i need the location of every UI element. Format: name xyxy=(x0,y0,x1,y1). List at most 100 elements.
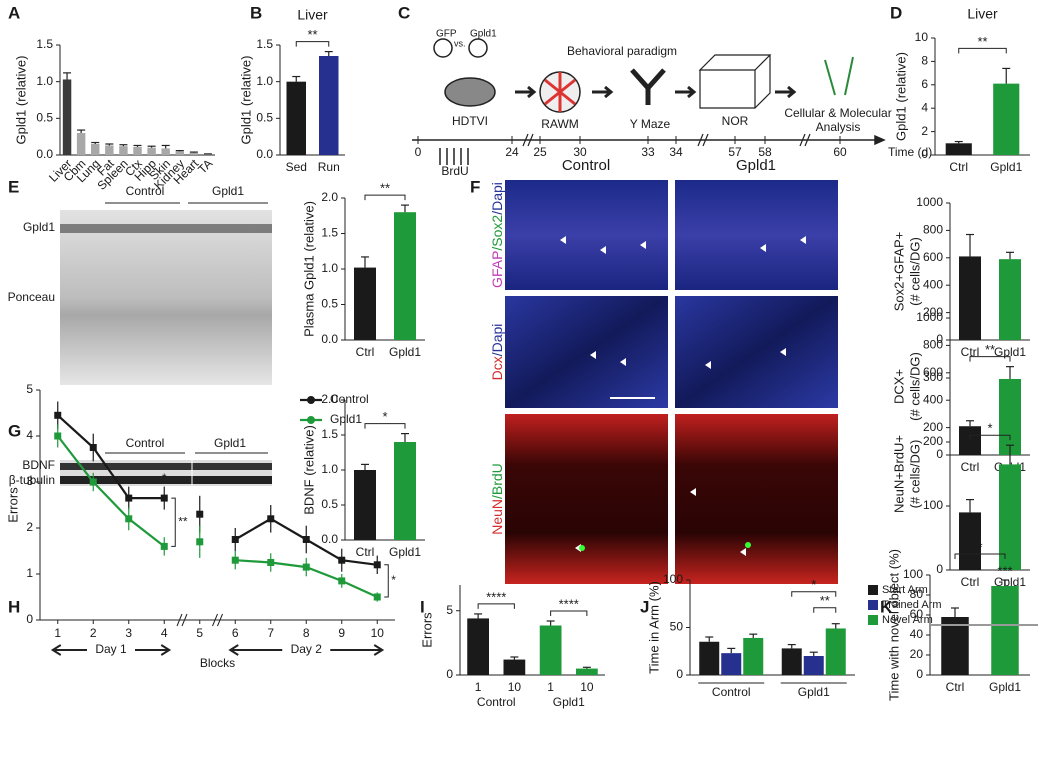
stage-label: Y Maze xyxy=(630,117,671,131)
micrograph xyxy=(675,296,838,408)
y-tick-label: 4 xyxy=(26,428,33,442)
y-tick-label: 0 xyxy=(921,147,928,161)
x-tick-label: Gpld1 xyxy=(798,685,830,699)
panel-letter: K xyxy=(880,597,893,616)
bar xyxy=(354,267,376,340)
y-tick-label: 0.5 xyxy=(36,111,53,125)
panel-letter: D xyxy=(890,3,902,22)
x-tick-label: 10 xyxy=(580,680,594,694)
y-tick-label: 40 xyxy=(910,627,924,641)
y-tick-label: 2.0 xyxy=(321,392,338,406)
row-label-part: /Dapi xyxy=(489,324,505,357)
y-tick-label: 5 xyxy=(446,603,453,617)
bar xyxy=(189,152,199,155)
chart-title: Liver xyxy=(967,6,998,22)
y-axis-label: (# cells/DG) xyxy=(907,440,922,509)
x-tick-label: Gpld1 xyxy=(994,345,1026,359)
bar xyxy=(941,617,969,675)
bar xyxy=(991,586,1019,675)
blot-g: Control Gpld1 BDNF β-tubulin xyxy=(9,436,272,487)
group-label: Control xyxy=(477,695,516,709)
y-tick-label: 200 xyxy=(923,434,943,448)
y-tick-label: 200 xyxy=(923,420,943,434)
y-tick-label: 0 xyxy=(936,562,943,576)
significance-label: * xyxy=(987,421,992,436)
y-axis-label: Gpld1 (relative) xyxy=(13,56,28,145)
point xyxy=(54,432,62,440)
y-tick-label: 0.0 xyxy=(36,147,53,161)
x-tick-label: Sed xyxy=(286,160,307,174)
y-axis-label: BDNF (relative) xyxy=(301,425,316,515)
band-label: BDNF xyxy=(22,458,55,472)
day-label-bg xyxy=(282,642,331,658)
timeline-tick-label: 33 xyxy=(641,145,655,159)
significance-bracket xyxy=(958,47,1007,54)
significance-label: ** xyxy=(985,342,995,357)
y-tick-label: 0.5 xyxy=(256,111,273,125)
y-tick-label: 100 xyxy=(663,572,683,586)
x-tick-label: Control xyxy=(712,685,751,699)
row-label-part: NeuN xyxy=(489,499,505,535)
significance-bracket xyxy=(969,434,1011,441)
y-tick-label: 4 xyxy=(921,100,928,114)
micrograph xyxy=(505,180,668,290)
significance-label: * xyxy=(382,409,387,424)
x-tick-label: 7 xyxy=(267,626,274,640)
bar xyxy=(76,133,86,155)
stage-label: Cellular & Molecular xyxy=(784,106,891,120)
point xyxy=(160,542,168,550)
bar xyxy=(743,637,764,675)
group-label: Gpld1 xyxy=(214,436,246,450)
point xyxy=(196,538,204,546)
significance-bracket xyxy=(364,194,406,201)
timeline-tick-label: 25 xyxy=(533,145,547,159)
blot-e: Control Gpld1 Gpld1 Ponceau xyxy=(8,184,272,385)
significance-label: *** xyxy=(997,563,1012,578)
point xyxy=(89,444,97,451)
row-label-part: GFAP xyxy=(489,251,505,288)
significance-label: * xyxy=(391,573,396,587)
significance-label: **** xyxy=(559,596,579,611)
group-label: Control xyxy=(126,184,165,198)
band-label: Ponceau xyxy=(8,290,55,304)
point xyxy=(302,563,310,571)
bar xyxy=(119,146,128,155)
point xyxy=(373,593,381,601)
x-tick-label: 6 xyxy=(232,626,239,640)
timeline-arrow xyxy=(874,134,886,146)
timeline-tick-label: 24 xyxy=(505,145,519,159)
x-tick-label: Gpld1 xyxy=(989,680,1021,694)
bar xyxy=(959,426,981,455)
y-tick-label: 0 xyxy=(916,667,923,681)
band-label: β-tubulin xyxy=(9,473,55,487)
bar xyxy=(147,147,156,155)
point xyxy=(54,411,62,419)
x-tick-label: Run xyxy=(318,160,340,174)
legend-swatch xyxy=(868,600,878,610)
bar xyxy=(721,653,742,675)
point xyxy=(89,478,97,486)
column-label: Control xyxy=(562,157,610,174)
y-tick-label: 800 xyxy=(923,338,943,352)
bar xyxy=(993,83,1020,155)
point xyxy=(231,536,239,543)
rawm-arms xyxy=(544,72,576,112)
neuron-icon xyxy=(824,56,854,96)
y-tick-label: 0.5 xyxy=(321,297,338,311)
y-tick-label: 1 xyxy=(26,566,33,580)
significance-label: ** xyxy=(178,514,188,528)
bar xyxy=(959,256,981,340)
cell xyxy=(745,542,751,548)
y-tick-label: 0.0 xyxy=(256,147,273,161)
injection-label: BrdU xyxy=(441,164,468,178)
y-tick-label: 400 xyxy=(923,392,943,406)
y-tick-label: 100 xyxy=(903,567,923,581)
bar xyxy=(394,442,416,540)
x-tick-label: 1 xyxy=(54,626,61,640)
significance-label: ** xyxy=(380,181,390,196)
stage-label: NOR xyxy=(722,114,749,128)
day-label: Day 2 xyxy=(291,642,323,656)
y-tick-label: 0 xyxy=(936,332,943,346)
